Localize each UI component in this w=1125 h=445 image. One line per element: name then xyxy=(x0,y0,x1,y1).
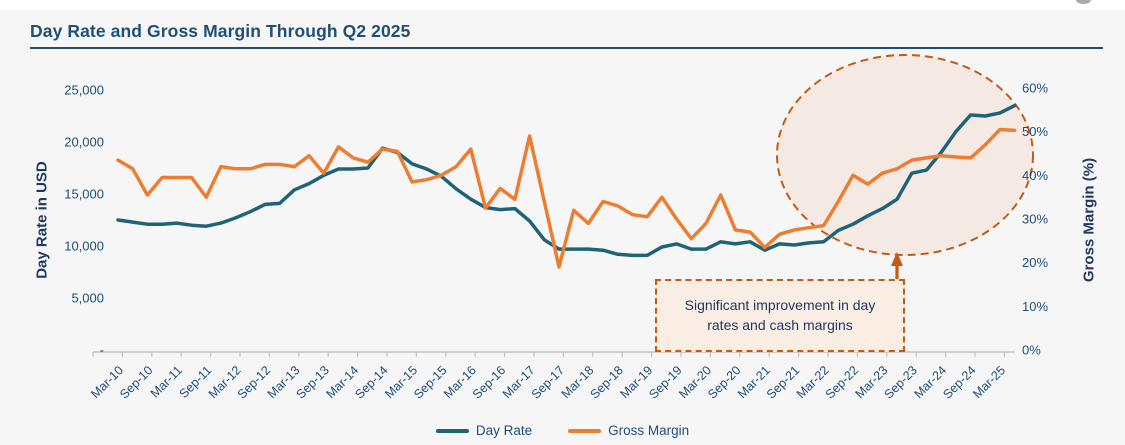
gross-margin-line xyxy=(116,127,1017,269)
x-tick-label: Sep-21 xyxy=(764,363,802,401)
top-white-band xyxy=(0,0,1125,10)
left-axis-tick-label: - xyxy=(100,343,104,358)
legend-label-day-rate: Day Rate xyxy=(475,423,533,438)
cropped-logo-fragment xyxy=(1076,0,1091,4)
right-axis-tick-label: 50% xyxy=(1022,124,1048,139)
x-tick-label: Sep-18 xyxy=(588,363,626,401)
x-tick-label: Sep-24 xyxy=(940,363,978,401)
x-tick-label: Sep-13 xyxy=(294,363,332,401)
annotation-text-line1: Significant improvement in day xyxy=(684,296,876,313)
left-axis-tick-label: 20,000 xyxy=(64,135,104,150)
x-tick-label: Sep-12 xyxy=(235,363,273,401)
gross-margin-line-swatch xyxy=(568,428,602,433)
right-axis-tick-label: 60% xyxy=(1022,81,1048,96)
x-tick-label: Sep-14 xyxy=(352,363,390,401)
left-axis-tick-label: 15,000 xyxy=(64,187,104,202)
x-tick-label: Mar-25 xyxy=(970,363,1008,401)
annotation-text-line2: rates and cash margins xyxy=(707,316,853,333)
chart-title: Day Rate and Gross Margin Through Q2 202… xyxy=(30,21,1103,49)
x-tick-label: Sep-16 xyxy=(470,363,508,401)
highlight-ellipse xyxy=(776,54,1034,256)
day-rate-line xyxy=(116,103,1017,258)
left-axis-tick-label: 25,000 xyxy=(64,83,104,98)
legend-item-gross-margin: Gross Margin xyxy=(568,423,689,438)
right-axis-tick-label: 10% xyxy=(1022,299,1048,314)
x-tick-label: Sep-15 xyxy=(411,363,449,401)
right-axis-tick-label: 20% xyxy=(1022,255,1048,270)
x-tick-label: Sep-22 xyxy=(823,363,861,401)
x-tick-label: Sep-17 xyxy=(529,363,567,401)
annotation-box: Significant improvement in day rates and… xyxy=(655,279,905,352)
legend: Day Rate Gross Margin xyxy=(0,423,1125,438)
x-tick-label: Sep-19 xyxy=(646,363,684,401)
left-axis-tick-label: 10,000 xyxy=(64,239,104,254)
x-tick-label: Sep-10 xyxy=(117,363,155,401)
right-axis-tick-label: 30% xyxy=(1022,212,1048,227)
x-tick-label: Sep-23 xyxy=(882,363,920,401)
annotation-arrow-head xyxy=(891,252,903,266)
right-axis-tick-label: 40% xyxy=(1022,168,1048,183)
day-rate-line-swatch xyxy=(435,428,469,433)
x-tick-label: Sep-20 xyxy=(705,363,743,401)
left-axis-tick-label: 5,000 xyxy=(71,291,104,306)
legend-label-gross-margin: Gross Margin xyxy=(608,423,690,438)
legend-item-day-rate: Day Rate xyxy=(435,423,533,438)
right-axis-tick-label: 0% xyxy=(1022,343,1041,358)
